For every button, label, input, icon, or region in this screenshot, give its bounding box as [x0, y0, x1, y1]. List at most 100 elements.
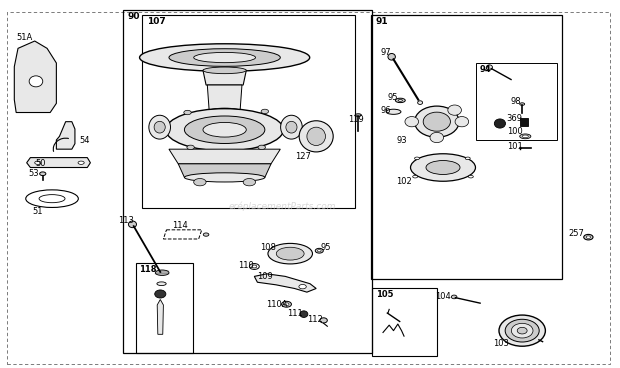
Ellipse shape [169, 49, 280, 66]
Ellipse shape [209, 108, 240, 113]
Ellipse shape [465, 157, 470, 160]
Bar [520, 118, 528, 127]
Text: 112: 112 [307, 315, 323, 324]
Ellipse shape [281, 115, 303, 139]
Ellipse shape [187, 145, 194, 149]
Text: 107: 107 [147, 17, 166, 26]
Text: 105: 105 [376, 290, 394, 299]
Ellipse shape [388, 53, 396, 60]
Ellipse shape [281, 301, 291, 307]
Text: 108: 108 [260, 243, 276, 252]
Ellipse shape [154, 121, 166, 133]
Ellipse shape [184, 116, 265, 144]
Ellipse shape [415, 157, 420, 160]
Ellipse shape [520, 134, 531, 139]
Ellipse shape [299, 284, 306, 289]
Ellipse shape [26, 190, 78, 208]
Ellipse shape [78, 161, 84, 164]
Ellipse shape [423, 112, 450, 131]
Ellipse shape [505, 319, 539, 342]
Ellipse shape [494, 119, 505, 128]
Ellipse shape [261, 109, 268, 114]
Ellipse shape [317, 250, 321, 252]
Ellipse shape [451, 295, 457, 299]
Text: 90: 90 [128, 12, 140, 21]
Ellipse shape [520, 103, 525, 105]
Text: 50: 50 [36, 159, 46, 168]
Ellipse shape [355, 114, 361, 116]
Text: 127: 127 [294, 152, 311, 161]
Text: 98: 98 [510, 97, 521, 106]
Ellipse shape [315, 248, 323, 253]
Ellipse shape [203, 67, 246, 74]
Polygon shape [178, 164, 271, 177]
Polygon shape [14, 41, 56, 113]
Ellipse shape [586, 236, 590, 238]
Ellipse shape [203, 233, 209, 236]
Text: 94: 94 [480, 65, 492, 74]
Bar [476, 63, 557, 140]
Ellipse shape [386, 109, 401, 114]
Text: 95: 95 [321, 243, 331, 252]
Ellipse shape [398, 99, 402, 101]
Polygon shape [203, 70, 246, 85]
Ellipse shape [184, 110, 191, 115]
Text: 104: 104 [435, 293, 451, 301]
Text: 96: 96 [380, 106, 391, 115]
Ellipse shape [243, 178, 255, 186]
Ellipse shape [156, 270, 169, 276]
Ellipse shape [268, 243, 312, 264]
Polygon shape [207, 85, 242, 111]
Ellipse shape [140, 44, 310, 71]
Text: 110A: 110A [267, 300, 288, 309]
Ellipse shape [415, 106, 459, 137]
Text: 110: 110 [238, 261, 254, 270]
Text: eréplacementParts.com: eréplacementParts.com [228, 201, 336, 211]
Ellipse shape [522, 135, 528, 138]
Ellipse shape [426, 160, 460, 174]
Ellipse shape [499, 315, 546, 346]
Text: 93: 93 [396, 135, 407, 145]
Bar [371, 15, 562, 279]
Ellipse shape [286, 121, 297, 133]
Text: 111: 111 [287, 308, 303, 318]
Ellipse shape [405, 117, 418, 127]
Ellipse shape [184, 173, 265, 182]
Text: 257: 257 [568, 229, 584, 238]
Ellipse shape [128, 221, 136, 228]
Ellipse shape [29, 76, 43, 87]
Ellipse shape [512, 323, 533, 338]
Ellipse shape [413, 176, 418, 178]
Text: 95: 95 [387, 93, 397, 102]
Ellipse shape [284, 303, 289, 306]
Ellipse shape [258, 145, 265, 149]
Text: 97: 97 [380, 48, 391, 57]
Text: 51: 51 [33, 207, 43, 216]
Ellipse shape [40, 172, 46, 176]
Ellipse shape [455, 117, 469, 127]
Text: 91: 91 [376, 17, 388, 26]
Ellipse shape [448, 105, 461, 115]
Ellipse shape [35, 161, 41, 164]
Ellipse shape [166, 109, 283, 151]
Ellipse shape [149, 115, 170, 139]
Ellipse shape [299, 121, 333, 152]
Ellipse shape [203, 123, 246, 137]
Ellipse shape [39, 195, 65, 203]
Ellipse shape [517, 328, 527, 334]
Bar [123, 10, 372, 353]
Ellipse shape [193, 52, 255, 63]
Bar [142, 15, 355, 208]
Bar [372, 289, 437, 356]
Ellipse shape [307, 127, 326, 145]
Bar [136, 263, 193, 353]
Ellipse shape [396, 98, 405, 103]
Polygon shape [56, 122, 75, 149]
Ellipse shape [157, 282, 166, 286]
Text: 103: 103 [493, 339, 508, 348]
Polygon shape [27, 158, 91, 167]
Text: 369: 369 [506, 114, 522, 123]
Text: 118: 118 [140, 265, 157, 274]
Polygon shape [254, 274, 316, 292]
Ellipse shape [430, 132, 444, 143]
